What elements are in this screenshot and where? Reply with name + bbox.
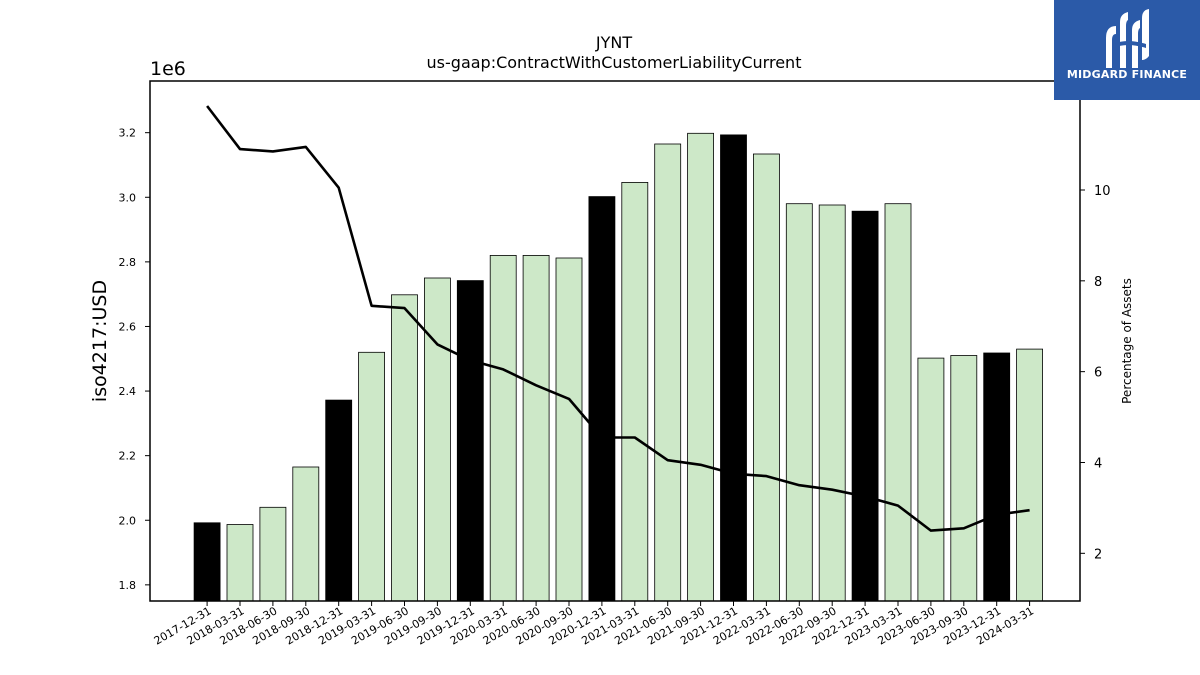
bar-2022-09-30: [818, 204, 846, 602]
y-tick-label: 2.4: [119, 385, 137, 398]
bar-2021-09-30: [687, 132, 714, 602]
chart-title: JYNT: [595, 33, 632, 52]
bar-2018-03-31: [226, 524, 254, 602]
y2-tick-label: 4: [1094, 456, 1102, 471]
y-tick-label: 3.2: [119, 127, 137, 140]
bar-2022-06-30: [785, 203, 813, 602]
bar-2022-12-31: [851, 210, 879, 602]
y-tick-label: 2.0: [119, 514, 137, 527]
percentage-of-assets-line: [206, 105, 1030, 532]
y-axis-ticks: 1.8 2.0 2.2 2.4 2.6 2.8 3.0 3.2: [119, 127, 150, 592]
y-multiplier-label: 1e6: [150, 58, 186, 80]
bar-2020-09-30: [555, 257, 583, 602]
y-tick-label: 2.2: [119, 450, 137, 463]
logo-text: MIDGARD FINANCE: [1066, 68, 1188, 81]
y2-tick-label: 8: [1094, 275, 1102, 290]
bar-2021-03-31: [621, 181, 649, 602]
bar-2019-12-31: [456, 280, 484, 602]
bar-2023-06-30: [917, 357, 945, 602]
bar-2021-12-31: [720, 134, 747, 602]
line-series: [206, 105, 1030, 532]
midgard-finance-logo: MIDGARD FINANCE: [1054, 0, 1200, 100]
bar-2018-06-30: [259, 506, 287, 602]
y2-axis-label: Percentage of Assets: [1120, 278, 1134, 404]
y2-tick-label: 6: [1094, 366, 1102, 381]
bar-2017-12-31: [193, 522, 221, 602]
midgard-logo-icon: [1106, 9, 1149, 68]
y-tick-label: 1.8: [119, 579, 137, 592]
bar-2023-03-31: [884, 203, 912, 602]
bar-2019-06-30: [391, 294, 418, 602]
bar-2018-12-31: [325, 399, 353, 602]
x-axis-ticks: 2017-12-312018-03-312018-06-302018-09-30…: [152, 601, 1036, 648]
bar-series: [193, 132, 1043, 602]
y2-axis-ticks: 2 4 6 8 10: [1080, 184, 1111, 562]
bar-2023-12-31: [983, 352, 1011, 602]
bar-2019-03-31: [358, 351, 386, 602]
bar-2024-03-31: [1016, 348, 1043, 602]
bar-2022-03-31: [753, 153, 780, 602]
bar-2020-06-30: [522, 254, 550, 602]
bar-2021-06-30: [654, 143, 682, 602]
bar-2020-03-31: [489, 254, 517, 602]
chart-subtitle: us-gaap:ContractWithCustomerLiabilityCur…: [427, 53, 802, 72]
y-tick-label: 2.8: [119, 256, 137, 269]
y-axis-label: iso4217:USD: [89, 280, 111, 402]
bar-2023-09-30: [950, 355, 978, 602]
bar-2018-09-30: [292, 466, 320, 602]
y2-tick-label: 2: [1094, 547, 1102, 562]
y2-tick-label: 10: [1094, 184, 1111, 199]
bar-2019-09-30: [423, 277, 451, 602]
y-tick-label: 3.0: [119, 191, 137, 204]
bar-2020-12-31: [588, 196, 616, 602]
plot-frame: [149, 80, 1081, 602]
y-tick-label: 2.6: [119, 320, 137, 333]
